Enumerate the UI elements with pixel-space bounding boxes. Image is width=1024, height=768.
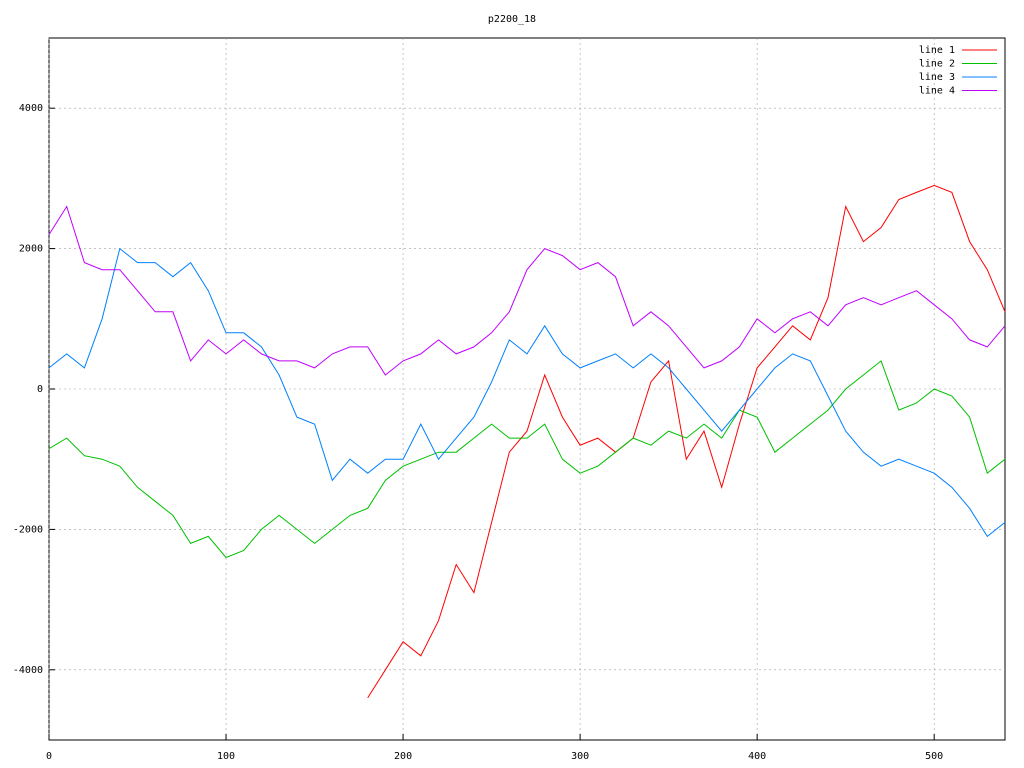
y-tick-label: 0 <box>37 384 43 395</box>
series-line <box>48 205 1006 376</box>
legend-label: line 4 <box>919 86 955 97</box>
y-tick-label: -2000 <box>13 524 43 535</box>
x-tick-label: 500 <box>925 751 943 762</box>
legend-label: line 2 <box>919 59 955 70</box>
series-line <box>48 247 1006 538</box>
y-tick-label: -4000 <box>13 665 43 676</box>
chart-title: p2200_18 <box>488 14 536 25</box>
series-line <box>367 184 1006 699</box>
y-tick-label: 4000 <box>19 103 43 114</box>
y-tick-label: 2000 <box>19 244 43 255</box>
x-tick-label: 400 <box>748 751 766 762</box>
plot-frame <box>48 37 1006 741</box>
x-tick-label: 100 <box>217 751 235 762</box>
x-tick-label: 300 <box>571 751 589 762</box>
legend-label: line 1 <box>919 45 955 56</box>
x-tick-label: 200 <box>394 751 412 762</box>
x-tick-label: 0 <box>46 751 52 762</box>
legend-label: line 3 <box>919 72 955 83</box>
series-line <box>48 360 1006 559</box>
